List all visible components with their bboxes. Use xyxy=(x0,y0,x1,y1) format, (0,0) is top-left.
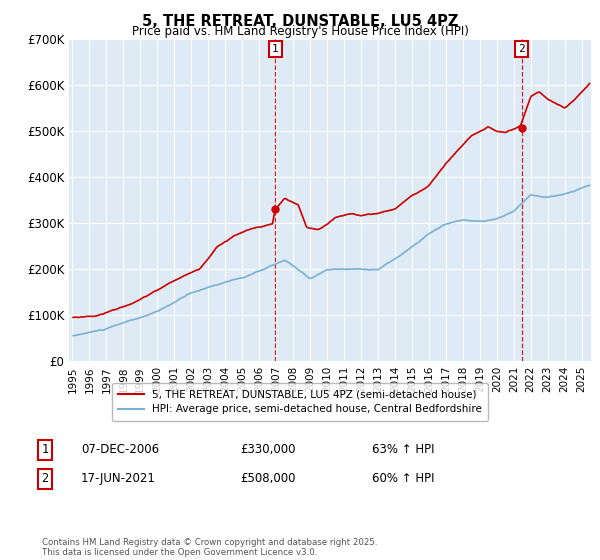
Legend: 5, THE RETREAT, DUNSTABLE, LU5 4PZ (semi-detached house), HPI: Average price, se: 5, THE RETREAT, DUNSTABLE, LU5 4PZ (semi… xyxy=(112,383,488,421)
Text: 5, THE RETREAT, DUNSTABLE, LU5 4PZ: 5, THE RETREAT, DUNSTABLE, LU5 4PZ xyxy=(142,14,458,29)
Text: 07-DEC-2006: 07-DEC-2006 xyxy=(81,443,159,456)
Text: 2: 2 xyxy=(41,472,49,486)
Text: 63% ↑ HPI: 63% ↑ HPI xyxy=(372,443,434,456)
Text: Price paid vs. HM Land Registry's House Price Index (HPI): Price paid vs. HM Land Registry's House … xyxy=(131,25,469,38)
Text: 17-JUN-2021: 17-JUN-2021 xyxy=(81,472,156,486)
Text: 1: 1 xyxy=(41,443,49,456)
Text: 60% ↑ HPI: 60% ↑ HPI xyxy=(372,472,434,486)
Text: £508,000: £508,000 xyxy=(240,472,296,486)
Text: £330,000: £330,000 xyxy=(240,443,296,456)
Text: 1: 1 xyxy=(272,44,279,54)
Text: Contains HM Land Registry data © Crown copyright and database right 2025.
This d: Contains HM Land Registry data © Crown c… xyxy=(42,538,377,557)
Text: 2: 2 xyxy=(518,44,525,54)
